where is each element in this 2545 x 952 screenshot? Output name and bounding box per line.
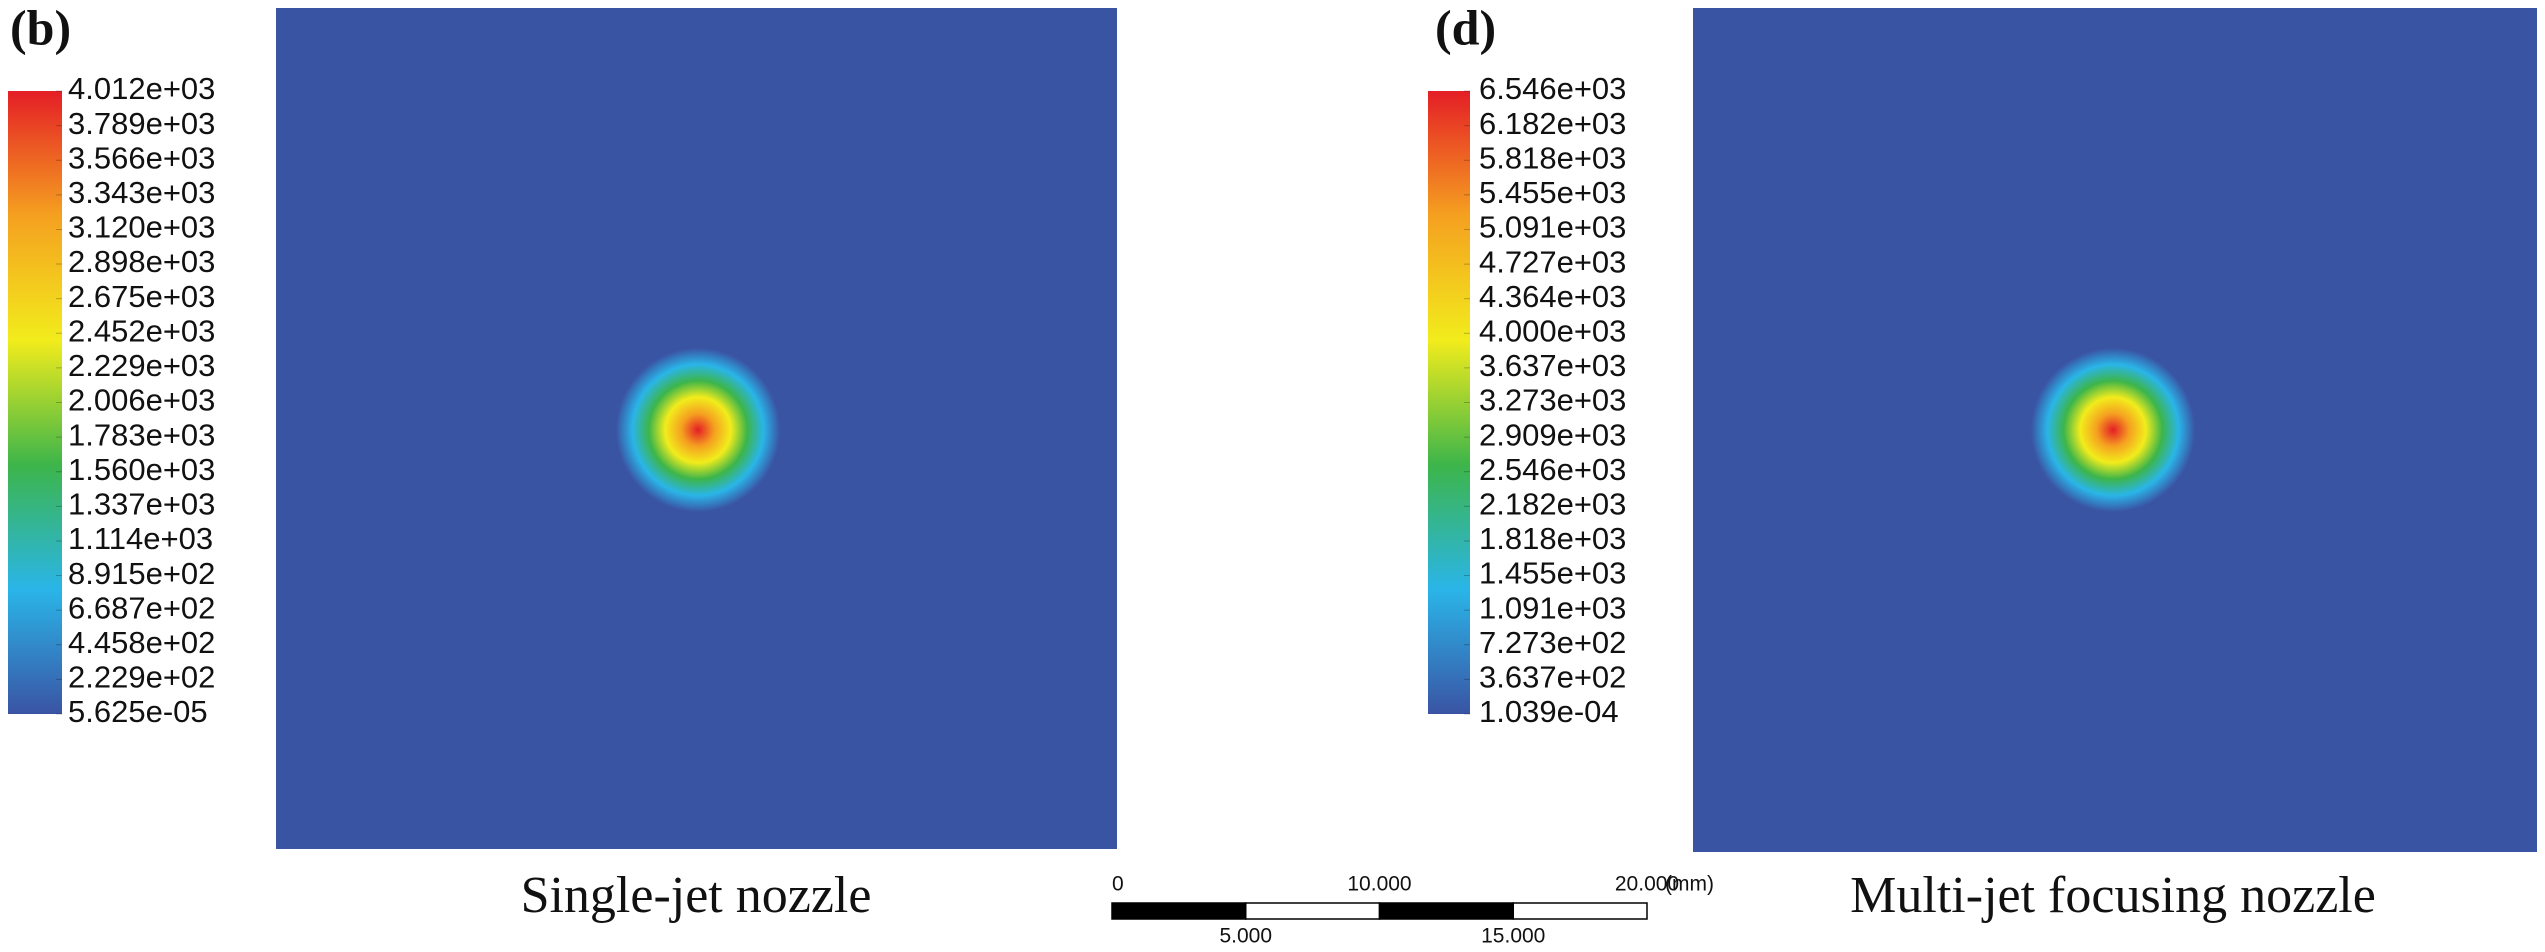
scale-label: 5.000 — [1219, 925, 1272, 948]
contour-peak — [616, 348, 780, 512]
colorbar-tick-label: 3.637e+03 — [1479, 348, 1626, 383]
colorbar-tick-label: 4.727e+03 — [1479, 244, 1626, 279]
colorbar-tick-label: 4.000e+03 — [1479, 313, 1626, 348]
colorbar-tick-label: 2.452e+03 — [68, 313, 215, 348]
colorbar-tick-label: 4.364e+03 — [1479, 279, 1626, 314]
colorbar-tick-label: 3.566e+03 — [68, 140, 215, 175]
scale-label: 15.000 — [1481, 925, 1545, 948]
colorbar-tick-label: 1.091e+03 — [1479, 590, 1626, 625]
colorbar-tick-label: 2.006e+03 — [68, 383, 215, 418]
colorbar-tick-label: 5.818e+03 — [1479, 140, 1626, 175]
colorbar-tick-label: 5.455e+03 — [1479, 175, 1626, 210]
colorbar-tick-label: 5.091e+03 — [1479, 210, 1626, 245]
scale-label: 20.000 — [1615, 873, 1679, 896]
colorbar-tick-label: 1.783e+03 — [68, 417, 215, 452]
caption: Single-jet nozzle — [521, 867, 872, 924]
colorbar-tick-label: 4.458e+02 — [68, 625, 215, 660]
colorbar-tick-label: 2.229e+02 — [68, 660, 215, 695]
contour-peak — [2031, 348, 2195, 512]
colorbar-tick-label: 1.560e+03 — [68, 452, 215, 487]
colorbar-tick-label: 8.915e+02 — [68, 556, 215, 591]
colorbar-tick-label: 1.818e+03 — [1479, 521, 1626, 556]
colorbar-tick-label: 1.114e+03 — [68, 521, 213, 556]
scale-segment — [1111, 902, 1247, 920]
colorbar-tick-label: 3.273e+03 — [1479, 383, 1626, 418]
colorbar-tick-label: 3.120e+03 — [68, 210, 215, 245]
colorbar-tick-label: 6.687e+02 — [68, 590, 215, 625]
colorbar-tick-label: 7.273e+02 — [1479, 625, 1626, 660]
panel-label: (b) — [10, 0, 71, 55]
colorbar-tick-label: 2.898e+03 — [68, 244, 215, 279]
colorbar-tick-label: 6.182e+03 — [1479, 106, 1626, 141]
scale-unit: (mm) — [1665, 873, 1714, 896]
colorbar-tick-label: 6.546e+03 — [1479, 71, 1626, 106]
colorbar — [1428, 91, 1470, 714]
colorbar-tick-label: 2.909e+03 — [1479, 417, 1626, 452]
colorbar-tick-label: 5.625e-05 — [68, 694, 208, 729]
scale-segment — [1512, 902, 1648, 920]
colorbar-tick-label: 2.546e+03 — [1479, 452, 1626, 487]
colorbar-tick-label: 1.337e+03 — [68, 487, 215, 522]
scale-segment — [1245, 902, 1381, 920]
colorbar-tick-label: 3.789e+03 — [68, 106, 215, 141]
colorbar-tick-label: 2.182e+03 — [1479, 487, 1626, 522]
colorbar-tick-label: 1.455e+03 — [1479, 556, 1626, 591]
scale-label: 0 — [1112, 873, 1124, 896]
colorbar — [8, 91, 62, 714]
colorbar-tick-label: 3.343e+03 — [68, 175, 215, 210]
scale-segment — [1378, 902, 1514, 920]
scale-label: 10.000 — [1347, 873, 1411, 896]
caption: Multi-jet focusing nozzle — [1850, 867, 2376, 924]
colorbar-tick-label: 2.229e+03 — [68, 348, 215, 383]
colorbar-tick-label: 4.012e+03 — [68, 71, 215, 106]
colorbar-tick-label: 2.675e+03 — [68, 279, 215, 314]
colorbar-tick-label: 1.039e-04 — [1479, 694, 1619, 729]
panel-label: (d) — [1435, 0, 1496, 55]
colorbar-tick-label: 3.637e+02 — [1479, 660, 1626, 695]
